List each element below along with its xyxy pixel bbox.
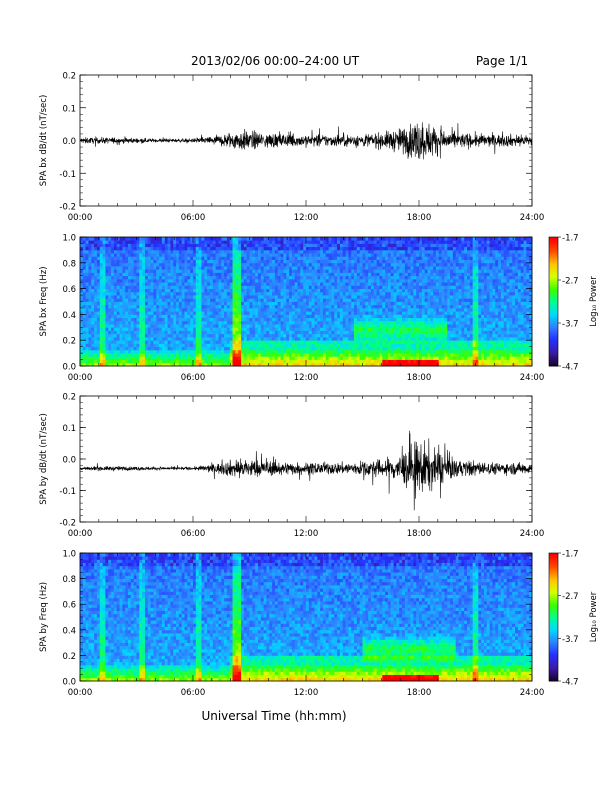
x-tick-label: 12:00 bbox=[294, 529, 319, 539]
colorbar-tick-label: -2.7 bbox=[562, 592, 579, 602]
colorbar-tick-label: -2.7 bbox=[562, 277, 579, 287]
y-tick-label: 0.6 bbox=[62, 285, 76, 295]
x-tick-label: 06:00 bbox=[181, 529, 206, 539]
y-tick-label: -0.2 bbox=[59, 519, 76, 529]
heatmap-cells bbox=[80, 237, 533, 367]
x-tick-label: 00:00 bbox=[68, 688, 93, 698]
colorbar-label: Log₁₀ Power bbox=[589, 276, 599, 327]
y-tick-label: 0.8 bbox=[62, 575, 76, 585]
colorbar-tick-label: -3.7 bbox=[562, 635, 579, 645]
x-tick-label: 00:00 bbox=[68, 213, 93, 223]
x-tick-label: 18:00 bbox=[407, 213, 432, 223]
y-tick-label: -0.1 bbox=[59, 170, 76, 180]
y-tick-label: 0.2 bbox=[62, 337, 76, 347]
y-tick-label: 0.2 bbox=[62, 393, 76, 403]
panel-4: -1.7 -2.7 -3.7 -4.7 Log₁₀ Power 1.0 0.8 0.6 0.4 0… bbox=[39, 550, 599, 699]
colorbar: -1.7 -2.7 -3.7 -4.7 Log₁₀ Power bbox=[548, 550, 599, 688]
y-tick-label: -0.1 bbox=[59, 487, 76, 497]
panel-3: 0.2 0.1 0.0 -0.1 -0.2 SPA by dB/dt (nT/sec) 00… bbox=[39, 393, 544, 540]
page-title: 2013/02/06 00:00–24:00 UT bbox=[191, 54, 360, 68]
x-tick-label: 18:00 bbox=[407, 373, 432, 383]
y-tick-label: 1.0 bbox=[62, 550, 76, 560]
y-axis-label: SPA by Freq (Hz) bbox=[39, 582, 49, 652]
y-tick-label: 0.1 bbox=[62, 424, 76, 434]
colorbar-tick-label: -3.7 bbox=[562, 320, 579, 330]
x-tick-label: 18:00 bbox=[407, 529, 432, 539]
y-tick-label: -0.2 bbox=[59, 203, 76, 213]
colorbar-label: Log₁₀ Power bbox=[589, 591, 599, 642]
y-tick-label: 0.0 bbox=[62, 363, 76, 373]
x-tick-label: 00:00 bbox=[68, 529, 93, 539]
y-axis-label: SPA by dB/dt (nT/sec) bbox=[39, 413, 49, 505]
heatmap-cells bbox=[80, 553, 533, 682]
panel-2: -1.7 -2.7 -3.7 -4.7 Log₁₀ Power 1.0 0.8 0.6 0.4 0… bbox=[39, 234, 599, 384]
x-tick-label: 06:00 bbox=[181, 373, 206, 383]
y-tick-label: 0.2 bbox=[62, 652, 76, 662]
x-tick-label: 06:00 bbox=[181, 688, 206, 698]
series-line bbox=[80, 122, 532, 160]
x-tick-label: 12:00 bbox=[294, 688, 319, 698]
y-tick-label: 0.4 bbox=[62, 311, 76, 321]
y-axis-label: SPA bx dB/dt (nT/sec) bbox=[39, 95, 49, 187]
y-tick-label: 1.0 bbox=[62, 234, 76, 244]
x-tick-label: 24:00 bbox=[520, 373, 545, 383]
x-tick-label: 24:00 bbox=[520, 688, 545, 698]
y-tick-label: 0.4 bbox=[62, 626, 76, 636]
x-tick-label: 12:00 bbox=[294, 213, 319, 223]
colorbar-tick-label: -1.7 bbox=[562, 234, 579, 244]
x-tick-label: 18:00 bbox=[407, 688, 432, 698]
x-tick-label: 06:00 bbox=[181, 213, 206, 223]
y-tick-label: 0.2 bbox=[62, 72, 76, 82]
panels: 0.2 0.1 0.0 -0.1 -0.2 SPA bx dB/dt (nT/sec) 00… bbox=[39, 72, 599, 699]
y-tick-label: 0.8 bbox=[62, 259, 76, 269]
colorbar: -1.7 -2.7 -3.7 -4.7 Log₁₀ Power bbox=[548, 234, 599, 373]
y-tick-label: 0.0 bbox=[62, 137, 76, 147]
y-tick-label: 0.0 bbox=[62, 456, 76, 466]
x-tick-label: 12:00 bbox=[294, 373, 319, 383]
x-tick-label: 24:00 bbox=[520, 529, 545, 539]
y-tick-label: 0.1 bbox=[62, 104, 76, 114]
colorbar-frame bbox=[548, 552, 559, 682]
x-axis-label: Universal Time (hh:mm) bbox=[201, 709, 346, 723]
y-tick-label: 0.6 bbox=[62, 601, 76, 611]
x-tick-label: 24:00 bbox=[520, 213, 545, 223]
plot-frame bbox=[79, 395, 533, 523]
colorbar-tick-label: -1.7 bbox=[562, 550, 579, 560]
colorbar-tick-label: -4.7 bbox=[562, 363, 579, 373]
y-tick-label: 0.0 bbox=[62, 678, 76, 688]
colorbar-tick-label: -4.7 bbox=[562, 678, 579, 688]
page-label: Page 1/1 bbox=[476, 54, 528, 68]
x-tick-label: 00:00 bbox=[68, 373, 93, 383]
panel-1: 0.2 0.1 0.0 -0.1 -0.2 SPA bx dB/dt (nT/sec) 00… bbox=[39, 72, 544, 224]
colorbar-frame bbox=[548, 236, 559, 367]
y-axis-label: SPA bx Freq (Hz) bbox=[39, 266, 49, 336]
series-line bbox=[80, 430, 532, 511]
